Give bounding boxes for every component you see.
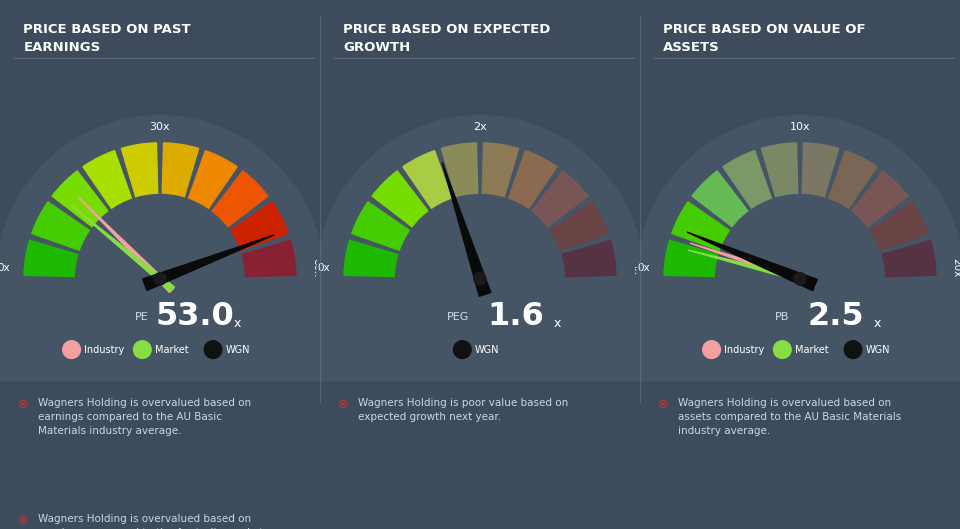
Text: WGN: WGN xyxy=(474,344,499,354)
Circle shape xyxy=(636,116,960,442)
Wedge shape xyxy=(403,151,452,209)
Circle shape xyxy=(133,341,151,359)
Wedge shape xyxy=(531,171,588,227)
Wedge shape xyxy=(828,151,877,209)
Circle shape xyxy=(76,195,245,363)
Text: Wagners Holding is overvalued based on
earnings compared to the Australia market: Wagners Holding is overvalued based on e… xyxy=(38,514,267,529)
Wedge shape xyxy=(482,143,518,198)
Text: WGN: WGN xyxy=(226,344,250,354)
Text: 30x: 30x xyxy=(150,122,170,132)
Text: PRICE BASED ON EXPECTED
GROWTH: PRICE BASED ON EXPECTED GROWTH xyxy=(344,23,551,53)
Text: 10x: 10x xyxy=(790,122,810,132)
Wedge shape xyxy=(229,202,288,251)
Text: 20x: 20x xyxy=(951,258,960,278)
Text: 0x: 0x xyxy=(637,263,650,273)
Circle shape xyxy=(317,116,643,442)
Circle shape xyxy=(774,341,791,359)
Wedge shape xyxy=(372,171,429,227)
Bar xyxy=(0,279,330,449)
Wedge shape xyxy=(121,143,157,198)
Circle shape xyxy=(154,273,166,285)
Circle shape xyxy=(844,341,862,359)
Text: 0x: 0x xyxy=(317,263,330,273)
Wedge shape xyxy=(664,240,719,277)
Text: 2x: 2x xyxy=(473,122,487,132)
Bar xyxy=(630,279,960,449)
Wedge shape xyxy=(83,151,132,209)
Wedge shape xyxy=(508,151,557,209)
Circle shape xyxy=(703,341,720,359)
Wedge shape xyxy=(52,171,108,227)
Text: x: x xyxy=(233,317,241,330)
Wedge shape xyxy=(351,202,411,251)
Wedge shape xyxy=(870,202,928,251)
Text: Industry: Industry xyxy=(724,344,764,354)
Text: Wagners Holding is overvalued based on
assets compared to the AU Basic Materials: Wagners Holding is overvalued based on a… xyxy=(679,398,901,436)
Text: Industry: Industry xyxy=(84,344,124,354)
Polygon shape xyxy=(79,197,174,293)
Wedge shape xyxy=(723,151,772,209)
Text: 2.5: 2.5 xyxy=(807,302,864,332)
Wedge shape xyxy=(852,171,908,227)
Circle shape xyxy=(396,195,564,363)
Circle shape xyxy=(204,341,222,359)
Text: Wagners Holding is poor value based on
expected growth next year.: Wagners Holding is poor value based on e… xyxy=(358,398,568,422)
Wedge shape xyxy=(692,171,749,227)
Wedge shape xyxy=(881,240,936,277)
Text: PRICE BASED ON PAST
EARNINGS: PRICE BASED ON PAST EARNINGS xyxy=(23,23,191,53)
Wedge shape xyxy=(442,143,478,198)
Circle shape xyxy=(453,341,471,359)
Polygon shape xyxy=(443,162,491,296)
Text: PE: PE xyxy=(135,312,149,322)
Text: 53.0: 53.0 xyxy=(156,302,235,332)
Wedge shape xyxy=(549,202,609,251)
Polygon shape xyxy=(688,250,817,286)
Text: ⊗: ⊗ xyxy=(659,398,669,411)
Wedge shape xyxy=(344,240,399,277)
Text: 0x: 0x xyxy=(0,263,10,273)
Wedge shape xyxy=(561,240,616,277)
Text: 60x: 60x xyxy=(311,258,322,278)
Wedge shape xyxy=(241,240,296,277)
Text: WGN: WGN xyxy=(865,344,890,354)
Circle shape xyxy=(474,273,486,285)
Circle shape xyxy=(794,273,806,285)
Circle shape xyxy=(715,195,884,363)
Text: x: x xyxy=(554,317,561,330)
Text: 4x: 4x xyxy=(632,262,641,275)
Polygon shape xyxy=(71,205,175,291)
Polygon shape xyxy=(687,232,817,291)
Wedge shape xyxy=(672,202,731,251)
Text: PB: PB xyxy=(775,312,789,322)
Text: Market: Market xyxy=(155,344,188,354)
Bar xyxy=(310,279,650,449)
Text: x: x xyxy=(874,317,881,330)
Wedge shape xyxy=(32,202,90,251)
Wedge shape xyxy=(761,143,798,198)
Text: Market: Market xyxy=(795,344,828,354)
Text: ⊗: ⊗ xyxy=(18,398,29,411)
Text: PEG: PEG xyxy=(446,312,469,322)
Wedge shape xyxy=(188,151,237,209)
Text: Wagners Holding is overvalued based on
earnings compared to the AU Basic
Materia: Wagners Holding is overvalued based on e… xyxy=(38,398,252,436)
Wedge shape xyxy=(162,143,199,198)
Circle shape xyxy=(62,341,81,359)
Text: ⊗: ⊗ xyxy=(338,398,348,411)
Wedge shape xyxy=(803,143,839,198)
Text: PRICE BASED ON VALUE OF
ASSETS: PRICE BASED ON VALUE OF ASSETS xyxy=(663,23,866,53)
Wedge shape xyxy=(24,240,79,277)
Text: 1.6: 1.6 xyxy=(487,302,543,332)
Polygon shape xyxy=(690,243,816,287)
Text: ⊗: ⊗ xyxy=(18,514,29,527)
Polygon shape xyxy=(143,235,275,290)
Wedge shape xyxy=(211,171,268,227)
Circle shape xyxy=(0,116,324,442)
